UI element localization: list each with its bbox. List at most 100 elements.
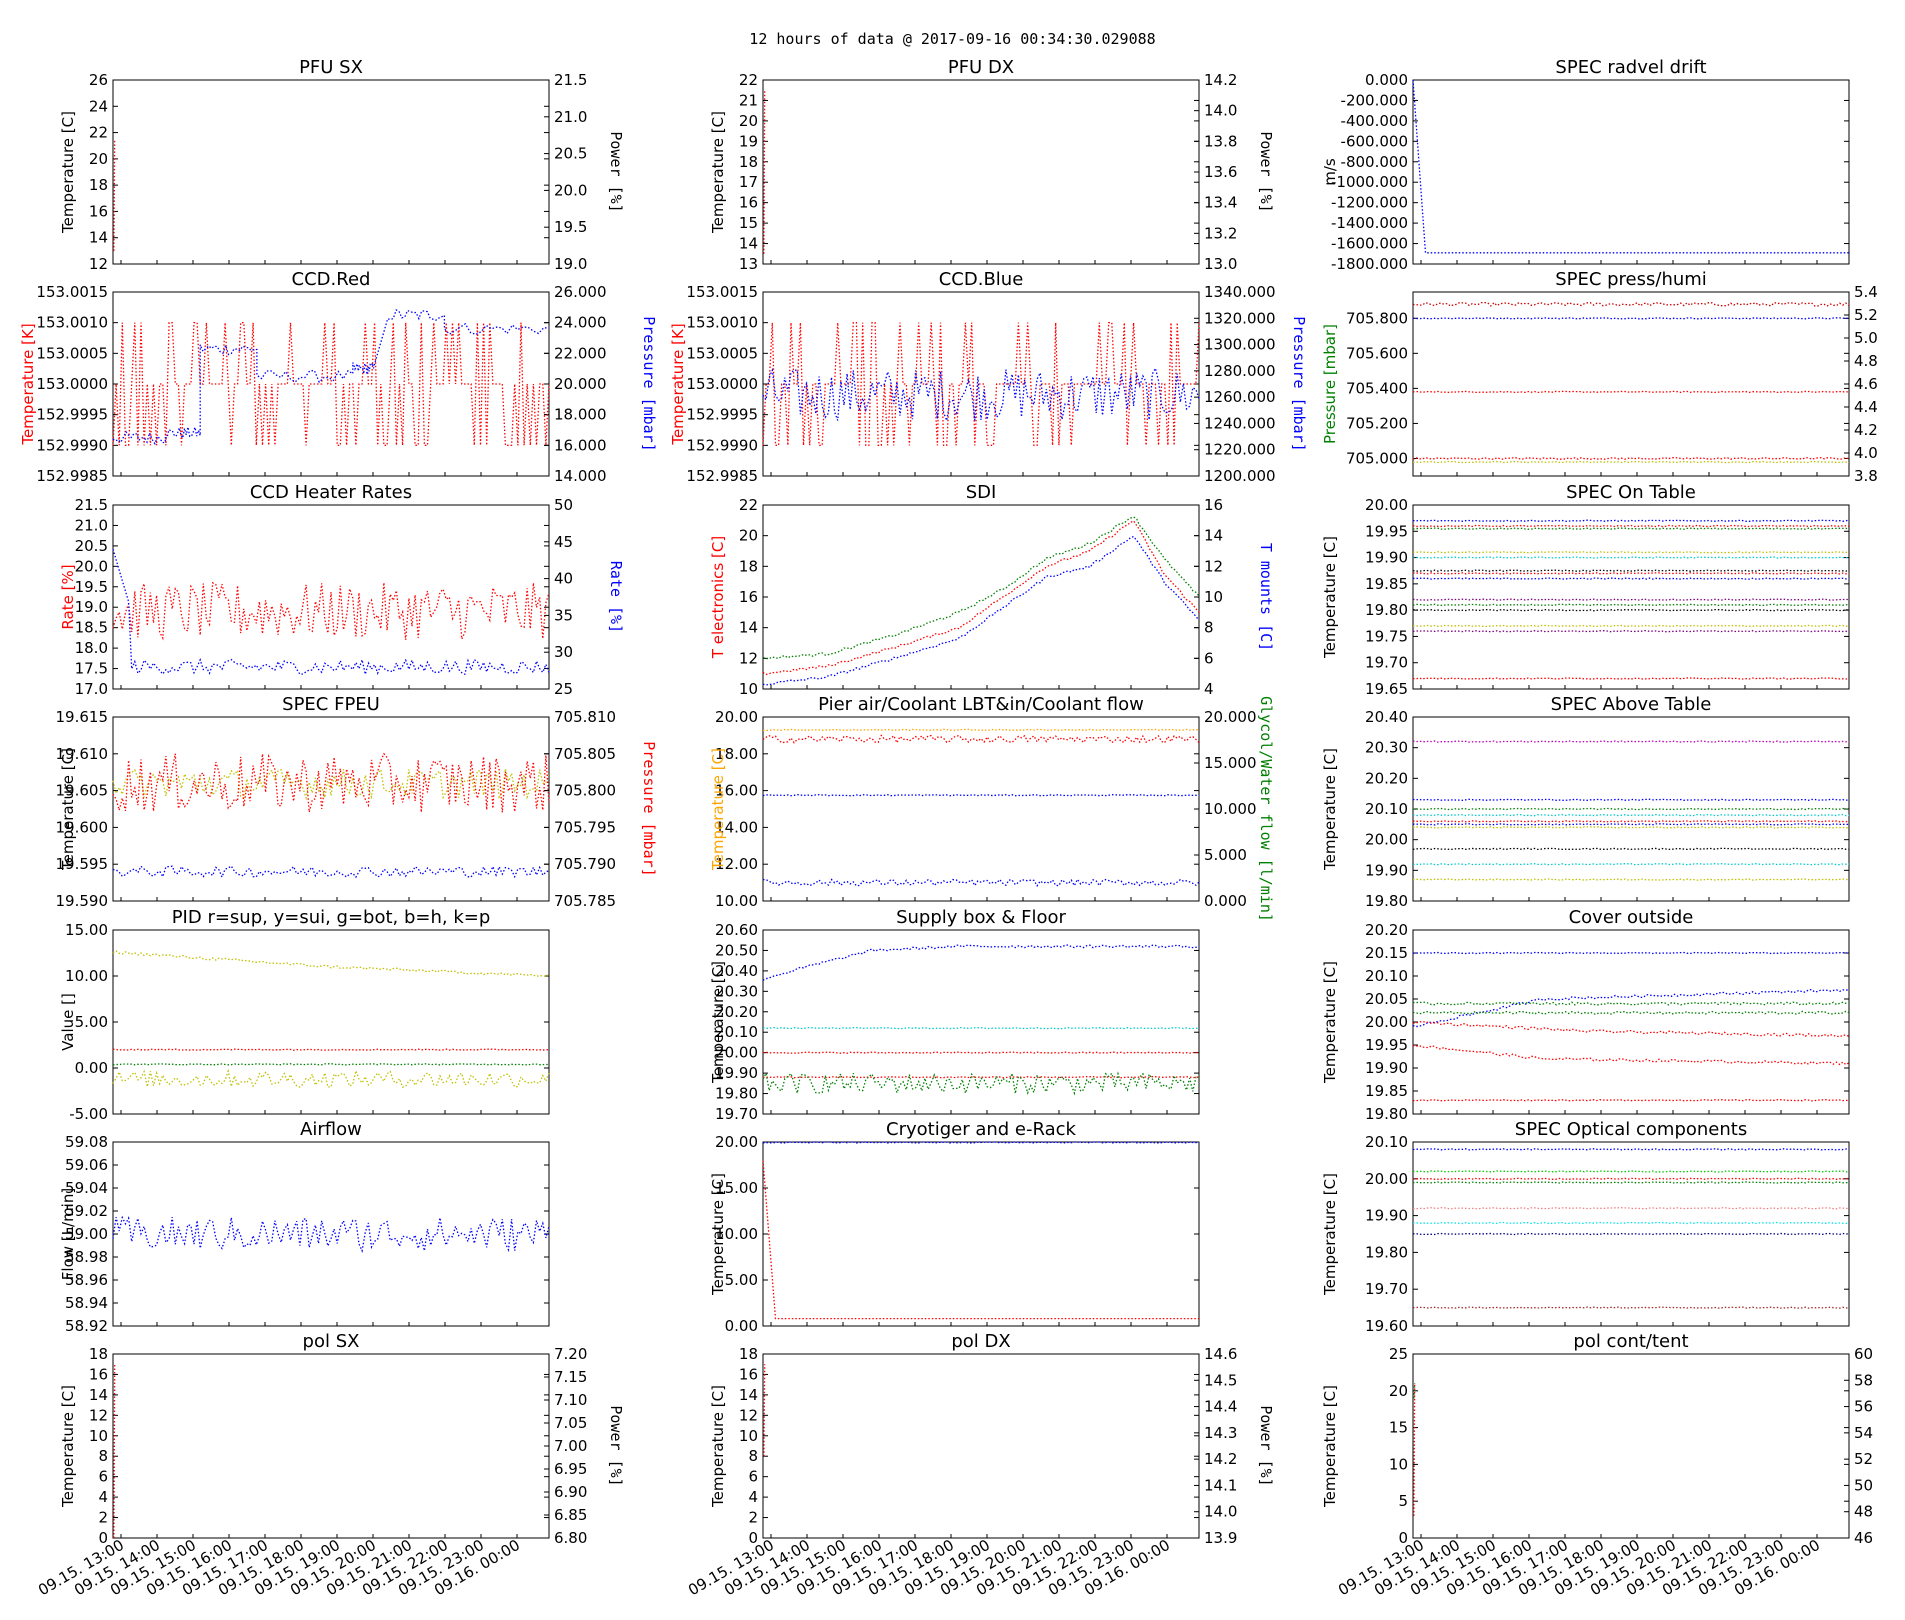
series-line xyxy=(1412,1306,1850,1309)
y2-tick-label: 7.00 xyxy=(554,1437,587,1455)
y-tick-label: 0.000 xyxy=(1365,71,1408,89)
plot-frame xyxy=(762,1353,1200,1539)
y-tick-label: 10 xyxy=(1389,1455,1408,1473)
y-tick-label: 153.0005 xyxy=(686,344,758,362)
plot-frame xyxy=(1412,1141,1850,1327)
y-tick-label: 19.90 xyxy=(1365,861,1408,879)
y-tick-label: 20.00 xyxy=(715,708,758,726)
y-tick-label: 19.610 xyxy=(56,745,109,763)
y2-tick-label: 12 xyxy=(1204,557,1223,575)
chart-title: SPEC On Table xyxy=(1566,482,1696,503)
y2-tick-label: 20.000 xyxy=(554,375,607,393)
y-tick-label: 20 xyxy=(739,527,758,545)
y2-tick-label: 4.4 xyxy=(1854,398,1878,416)
y2-axis-label: Power [%] xyxy=(1257,1405,1275,1486)
chart-spec-on-table: SPEC On Table 19.65 19.70 19.75 19.80 19.85 19… xyxy=(1321,482,1850,698)
y-tick-label: 20 xyxy=(89,150,108,168)
chart-pfu-sx: PFU SX 12 14 16 18 20 22 24 26 Temperature [C] 19.… xyxy=(59,57,625,273)
series-line xyxy=(762,520,1200,676)
y-tick-label: 19.90 xyxy=(1365,1207,1408,1225)
series-line xyxy=(1412,519,1850,522)
y-tick-label: 153.0000 xyxy=(36,375,108,393)
series-line xyxy=(112,1215,550,1253)
series-line xyxy=(1412,1148,1850,1151)
y-tick-label: 10 xyxy=(739,680,758,698)
y-tick-label: 10.00 xyxy=(65,967,108,985)
y-tick-label: 12 xyxy=(89,1406,108,1424)
y2-tick-label: 6.80 xyxy=(554,1529,587,1547)
y-tick-label: 24 xyxy=(89,97,108,115)
series-line xyxy=(1412,527,1850,530)
series-line xyxy=(112,768,550,801)
y-tick-label: 18 xyxy=(739,1345,758,1363)
y2-tick-label: 18.000 xyxy=(554,406,607,424)
chart-title: PID r=sup, y=sui, g=bot, b=h, k=p xyxy=(172,907,491,928)
y2-tick-label: 7.10 xyxy=(554,1391,587,1409)
chart-pol-dx: pol DX 0 2 4 6 8 10 12 14 16 18 Temperature [C] 13.9… xyxy=(685,1331,1275,1599)
series-line xyxy=(762,366,1200,423)
series-line xyxy=(1413,1221,1849,1225)
series-line xyxy=(762,1075,1200,1079)
series-line xyxy=(112,1068,550,1088)
y-tick-label: 14 xyxy=(739,619,758,637)
series-line xyxy=(112,1063,550,1066)
chart-title: PFU DX xyxy=(948,57,1014,78)
series-line xyxy=(1412,524,1850,528)
chart-ccd-blue: CCD.Blue 152.9985 152.9990 152.9995 153.0000… xyxy=(669,269,1308,485)
chart-spec-radvel: SPEC radvel drift -1800.000 -1600.000 -1400… xyxy=(1321,57,1850,273)
series-line xyxy=(763,90,766,254)
y2-tick-label: 4.0 xyxy=(1854,444,1878,462)
series-line xyxy=(762,734,1200,745)
y-axis-label: Rate [%] xyxy=(59,564,77,629)
plot-frame xyxy=(112,79,550,265)
y-tick-label: 20.20 xyxy=(715,1003,758,1021)
y2-tick-label: 14 xyxy=(1204,527,1223,545)
y-tick-label: 2 xyxy=(748,1509,758,1527)
y-axis-label: m/s xyxy=(1321,158,1339,186)
y-tick-label: 5.00 xyxy=(725,1271,758,1289)
series-line xyxy=(1412,301,1850,307)
y-tick-label: -1800.000 xyxy=(1331,255,1408,273)
y2-tick-label: 14.000 xyxy=(554,467,607,485)
y2-tick-label: 20.5 xyxy=(554,145,587,163)
y-tick-label: 19.85 xyxy=(1365,575,1408,593)
y2-tick-label: 5.4 xyxy=(1854,283,1878,301)
y-tick-label: 19.80 xyxy=(1365,1105,1408,1123)
y-tick-label: 153.0015 xyxy=(36,283,108,301)
y2-tick-label: 705.795 xyxy=(554,818,616,836)
y-tick-label: 19.595 xyxy=(56,855,109,873)
y2-tick-label: 16 xyxy=(1204,496,1223,514)
y-tick-label: 22 xyxy=(739,496,758,514)
y2-tick-label: 25 xyxy=(554,680,573,698)
y-tick-label: 14 xyxy=(89,1386,108,1404)
y2-tick-label: 14.1 xyxy=(1204,1476,1237,1494)
chart-ccd-heater: CCD Heater Rates 17.0 17.5 18.0 18.5 19.0 19.5… xyxy=(59,482,625,698)
y2-tick-label: 13.4 xyxy=(1204,194,1237,212)
plot-frame xyxy=(762,79,1200,265)
plot-frame xyxy=(1412,504,1850,690)
y-tick-label: 22 xyxy=(89,124,108,142)
y-tick-label: 59.08 xyxy=(65,1133,108,1151)
series-line xyxy=(1412,951,1850,955)
chart-airflow: Airflow 58.92 58.94 58.96 58.98 59.00 59.02 59.… xyxy=(59,1119,550,1335)
chart-ccd-red: CCD.Red 152.9985 152.9990 152.9995 153.0000 1… xyxy=(19,269,658,485)
series-line xyxy=(112,309,550,446)
series-line xyxy=(1412,813,1850,817)
y2-axis-label: Power [%] xyxy=(607,1405,625,1486)
y-tick-label: 59.00 xyxy=(65,1225,108,1243)
y-tick-label: 705.200 xyxy=(1346,414,1408,432)
y-tick-label: 705.800 xyxy=(1346,309,1408,327)
y-axis-label: Pressure [mbar] xyxy=(1321,324,1339,444)
plot-frame xyxy=(1412,291,1850,477)
plot-frame xyxy=(1412,929,1850,1115)
y2-tick-label: 0.000 xyxy=(1204,892,1247,910)
y2-tick-label: 10.000 xyxy=(1204,800,1257,818)
y-tick-label: 14 xyxy=(739,1386,758,1404)
y-tick-label: 18.5 xyxy=(75,619,108,637)
y-tick-label: 16 xyxy=(739,194,758,212)
chart-title: SDI xyxy=(966,482,997,503)
series-line xyxy=(112,950,550,977)
y-tick-label: 19.65 xyxy=(1365,680,1408,698)
series-line xyxy=(1412,1010,1850,1015)
